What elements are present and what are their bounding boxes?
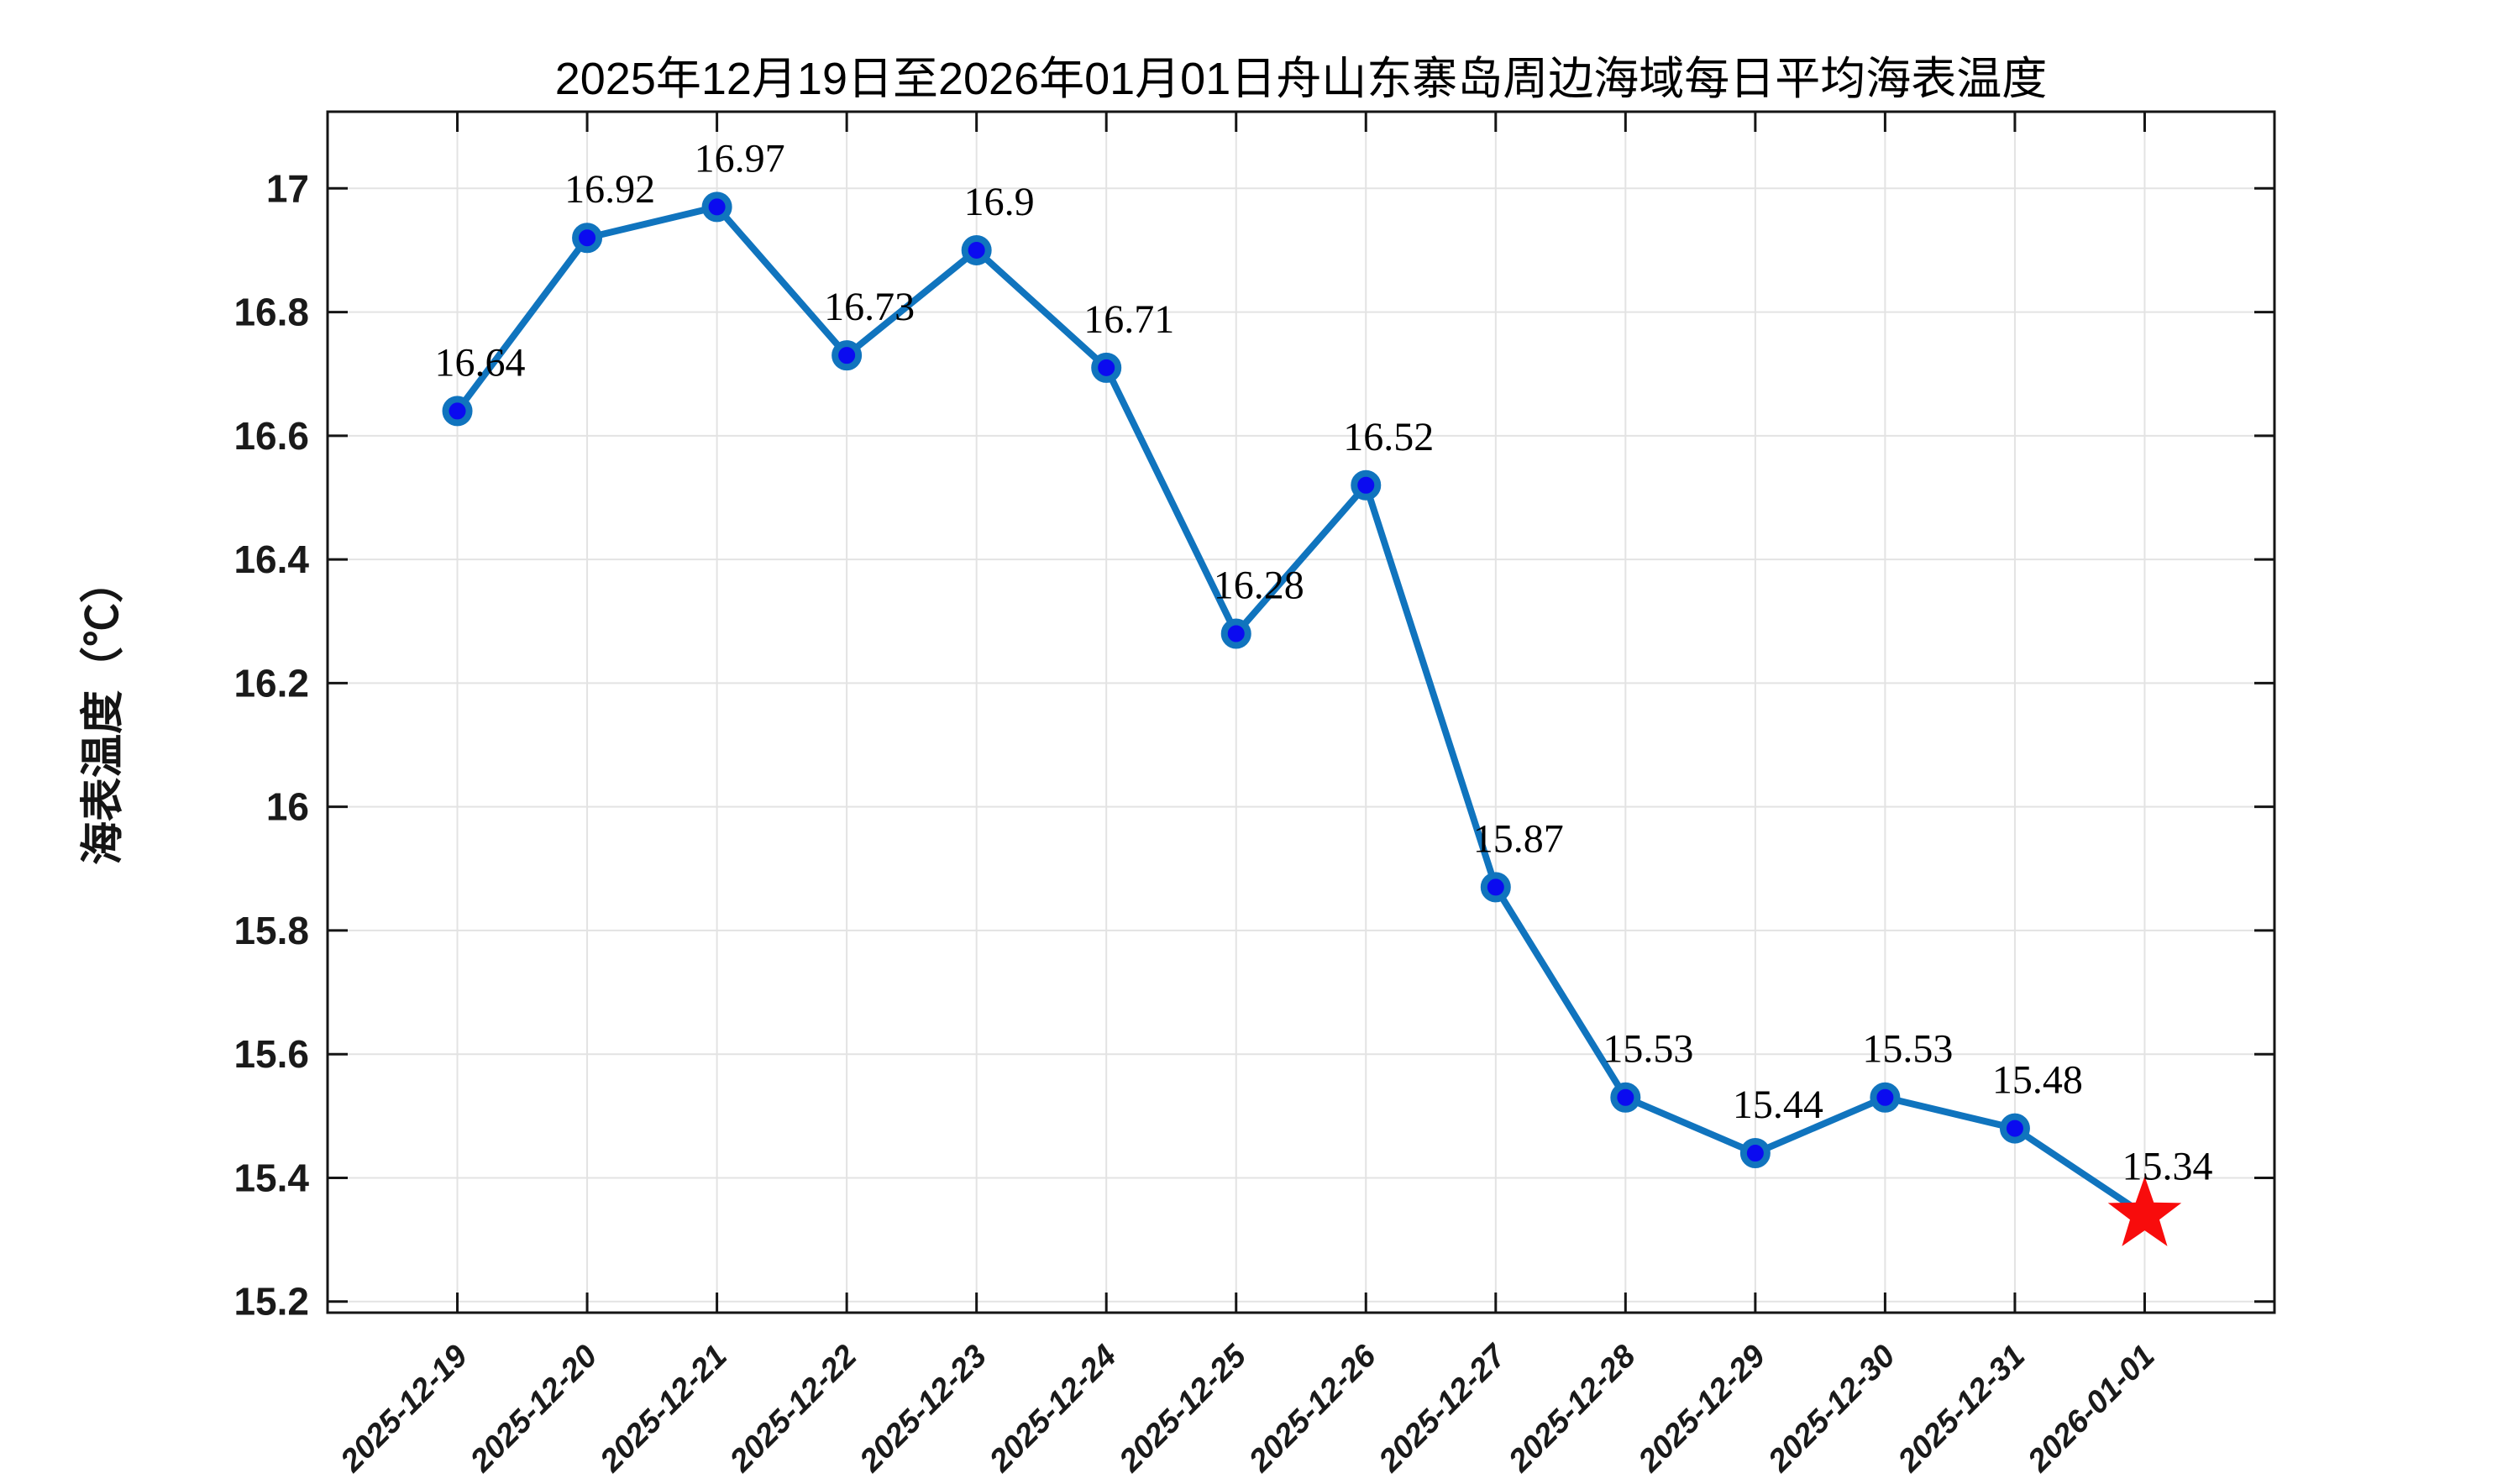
x-tick-label: 2026-01-01 [2021,1339,2162,1480]
x-tick-label: 2025-12-31 [1891,1339,2032,1480]
y-tick-label: 15.8 [233,909,309,952]
y-tick-label: 17 [266,166,309,210]
data-point-label: 16.92 [564,167,655,212]
y-axis-label: 海表温度（℃） [79,559,128,865]
data-point-label: 15.48 [1992,1058,2083,1103]
x-tick-label: 2025-12-21 [593,1339,734,1480]
x-tick-label: 2025-12-19 [333,1339,475,1480]
data-point-marker [1870,1082,1901,1113]
data-point-marker [1610,1082,1641,1113]
y-tick-label: 15.6 [233,1032,309,1076]
x-tick-label: 2025-12-30 [1761,1339,1902,1480]
point-labels-layer: 16.64 16.92 16.97 16.73 16.9 16.71 16.28 16.52 1… [435,136,2213,1188]
x-tick-label: 2025-12-24 [983,1339,1124,1480]
grid-layer [328,112,2274,1313]
y-tick-label: 16.8 [233,291,309,334]
data-point-label: 16.97 [695,136,785,181]
data-point-label: 16.28 [1214,563,1304,607]
y-tick-label: 16.6 [233,414,309,458]
data-point-marker [572,223,603,254]
data-point-label: 16.64 [435,340,526,385]
x-tick-label: 2025-12-20 [464,1339,605,1480]
x-tick-label: 2025-12-23 [853,1339,994,1480]
y-tick-label: 16 [266,785,309,829]
data-point-marker [1739,1138,1771,1169]
y-tick-label: 16.2 [233,661,309,705]
temperature-line [454,203,2148,1219]
data-point-marker [1480,872,1511,903]
data-point-label: 15.44 [1733,1083,1823,1127]
data-point-marker [961,234,992,265]
x-tick-label: 2025-12-29 [1631,1339,1772,1480]
data-point-label: 15.53 [1862,1027,1953,1072]
data-point-label: 16.9 [964,180,1035,224]
data-point-label: 16.73 [824,285,915,329]
data-point-marker [701,191,732,223]
chart-title: 2025年12月19日至2026年01月01日舟山东寨岛周边海域每日平均海表温度 [555,54,2048,104]
data-point-label: 16.71 [1083,297,1174,342]
final-point-star-marker [2107,1176,2182,1246]
data-point-label: 16.52 [1343,415,1434,459]
x-tick-label: 2025-12-25 [1112,1338,1253,1479]
x-tick-label: 2025-12-28 [1502,1338,1643,1479]
x-tick-label: 2025-12-22 [723,1339,864,1480]
y-tick-label: 15.4 [233,1156,309,1199]
data-point-marker [442,396,473,427]
axes-layer: 15.2 15.4 15.6 15.8 16 16.2 16.4 16.6 16.8 17 2025… [233,110,2276,1480]
data-point-marker [1999,1113,2030,1144]
y-tick-label: 15.2 [233,1280,309,1324]
data-point-label: 15.34 [2122,1145,2212,1189]
temperature-series [442,191,2182,1246]
data-point-marker [832,340,863,371]
data-point-label: 15.53 [1603,1027,1693,1072]
data-point-marker [1220,618,1251,649]
data-point-label: 15.87 [1473,816,1564,861]
x-tick-label: 2025-12-26 [1242,1338,1383,1479]
data-point-marker [1091,352,1122,383]
data-point-marker [1351,469,1382,501]
x-tick-label: 2025-12-27 [1372,1337,1514,1479]
y-tick-label: 16.4 [233,537,309,581]
plot-border [326,110,2276,1314]
